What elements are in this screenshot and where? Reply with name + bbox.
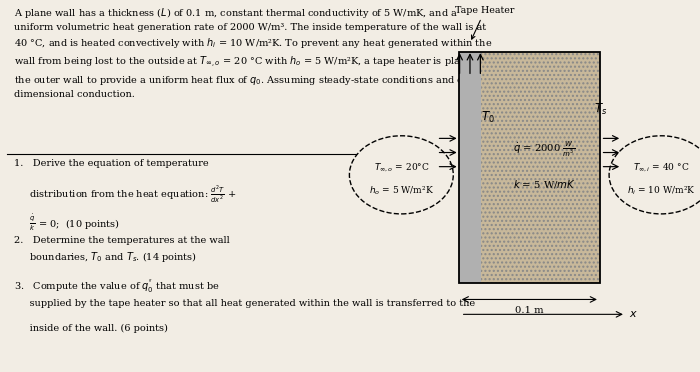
Text: $\dot{q}$ = 2000 $\frac{W}{m^3}$: $\dot{q}$ = 2000 $\frac{W}{m^3}$ [513,139,575,158]
Bar [481,52,600,283]
Text: $T_s$: $T_s$ [594,102,607,117]
Text: $T_{\infty,o}$ = 20°C: $T_{\infty,o}$ = 20°C [374,162,429,174]
Text: inside of the wall. (6 points): inside of the wall. (6 points) [14,324,168,333]
Text: Tape Heater: Tape Heater [455,6,514,39]
Text: 2.   Determine the temperatures at the wall
     boundaries, $T_0$ and $T_s$. (1: 2. Determine the temperatures at the wal… [14,236,230,264]
Text: 0.1 m: 0.1 m [515,306,544,315]
Text: distribution from the heat equation: $\frac{d^2T}{dx^2}$ +: distribution from the heat equation: $\f… [14,184,236,205]
Text: $T_0$: $T_0$ [481,110,495,125]
Bar [481,52,600,283]
Text: $h_i$ = 10 W/m²K: $h_i$ = 10 W/m²K [626,184,695,197]
Text: $T_{\infty,i}$ = 40 °C: $T_{\infty,i}$ = 40 °C [633,162,690,174]
Text: $x$: $x$ [629,310,638,319]
Bar [459,52,481,283]
Text: $\frac{\dot{q}}{k}$ = 0;  (10 points): $\frac{\dot{q}}{k}$ = 0; (10 points) [14,212,120,234]
Ellipse shape [609,136,700,214]
Ellipse shape [349,136,454,214]
Text: A plane wall has a thickness ($L$) of 0.1 m, constant thermal conductivity of 5 : A plane wall has a thickness ($L$) of 0.… [14,6,493,99]
Text: $k$ = 5 W/$mK$: $k$ = 5 W/$mK$ [513,178,575,190]
Text: 3.   Compute the value of $q_0^{''}$ that must be: 3. Compute the value of $q_0^{''}$ that … [14,277,220,295]
Bar [459,52,600,283]
Text: 1.   Derive the equation of temperature: 1. Derive the equation of temperature [14,159,209,168]
Text: $h_o$ = 5 W/m²K: $h_o$ = 5 W/m²K [369,184,434,197]
Text: supplied by the tape heater so that all heat generated within the wall is transf: supplied by the tape heater so that all … [14,299,475,308]
